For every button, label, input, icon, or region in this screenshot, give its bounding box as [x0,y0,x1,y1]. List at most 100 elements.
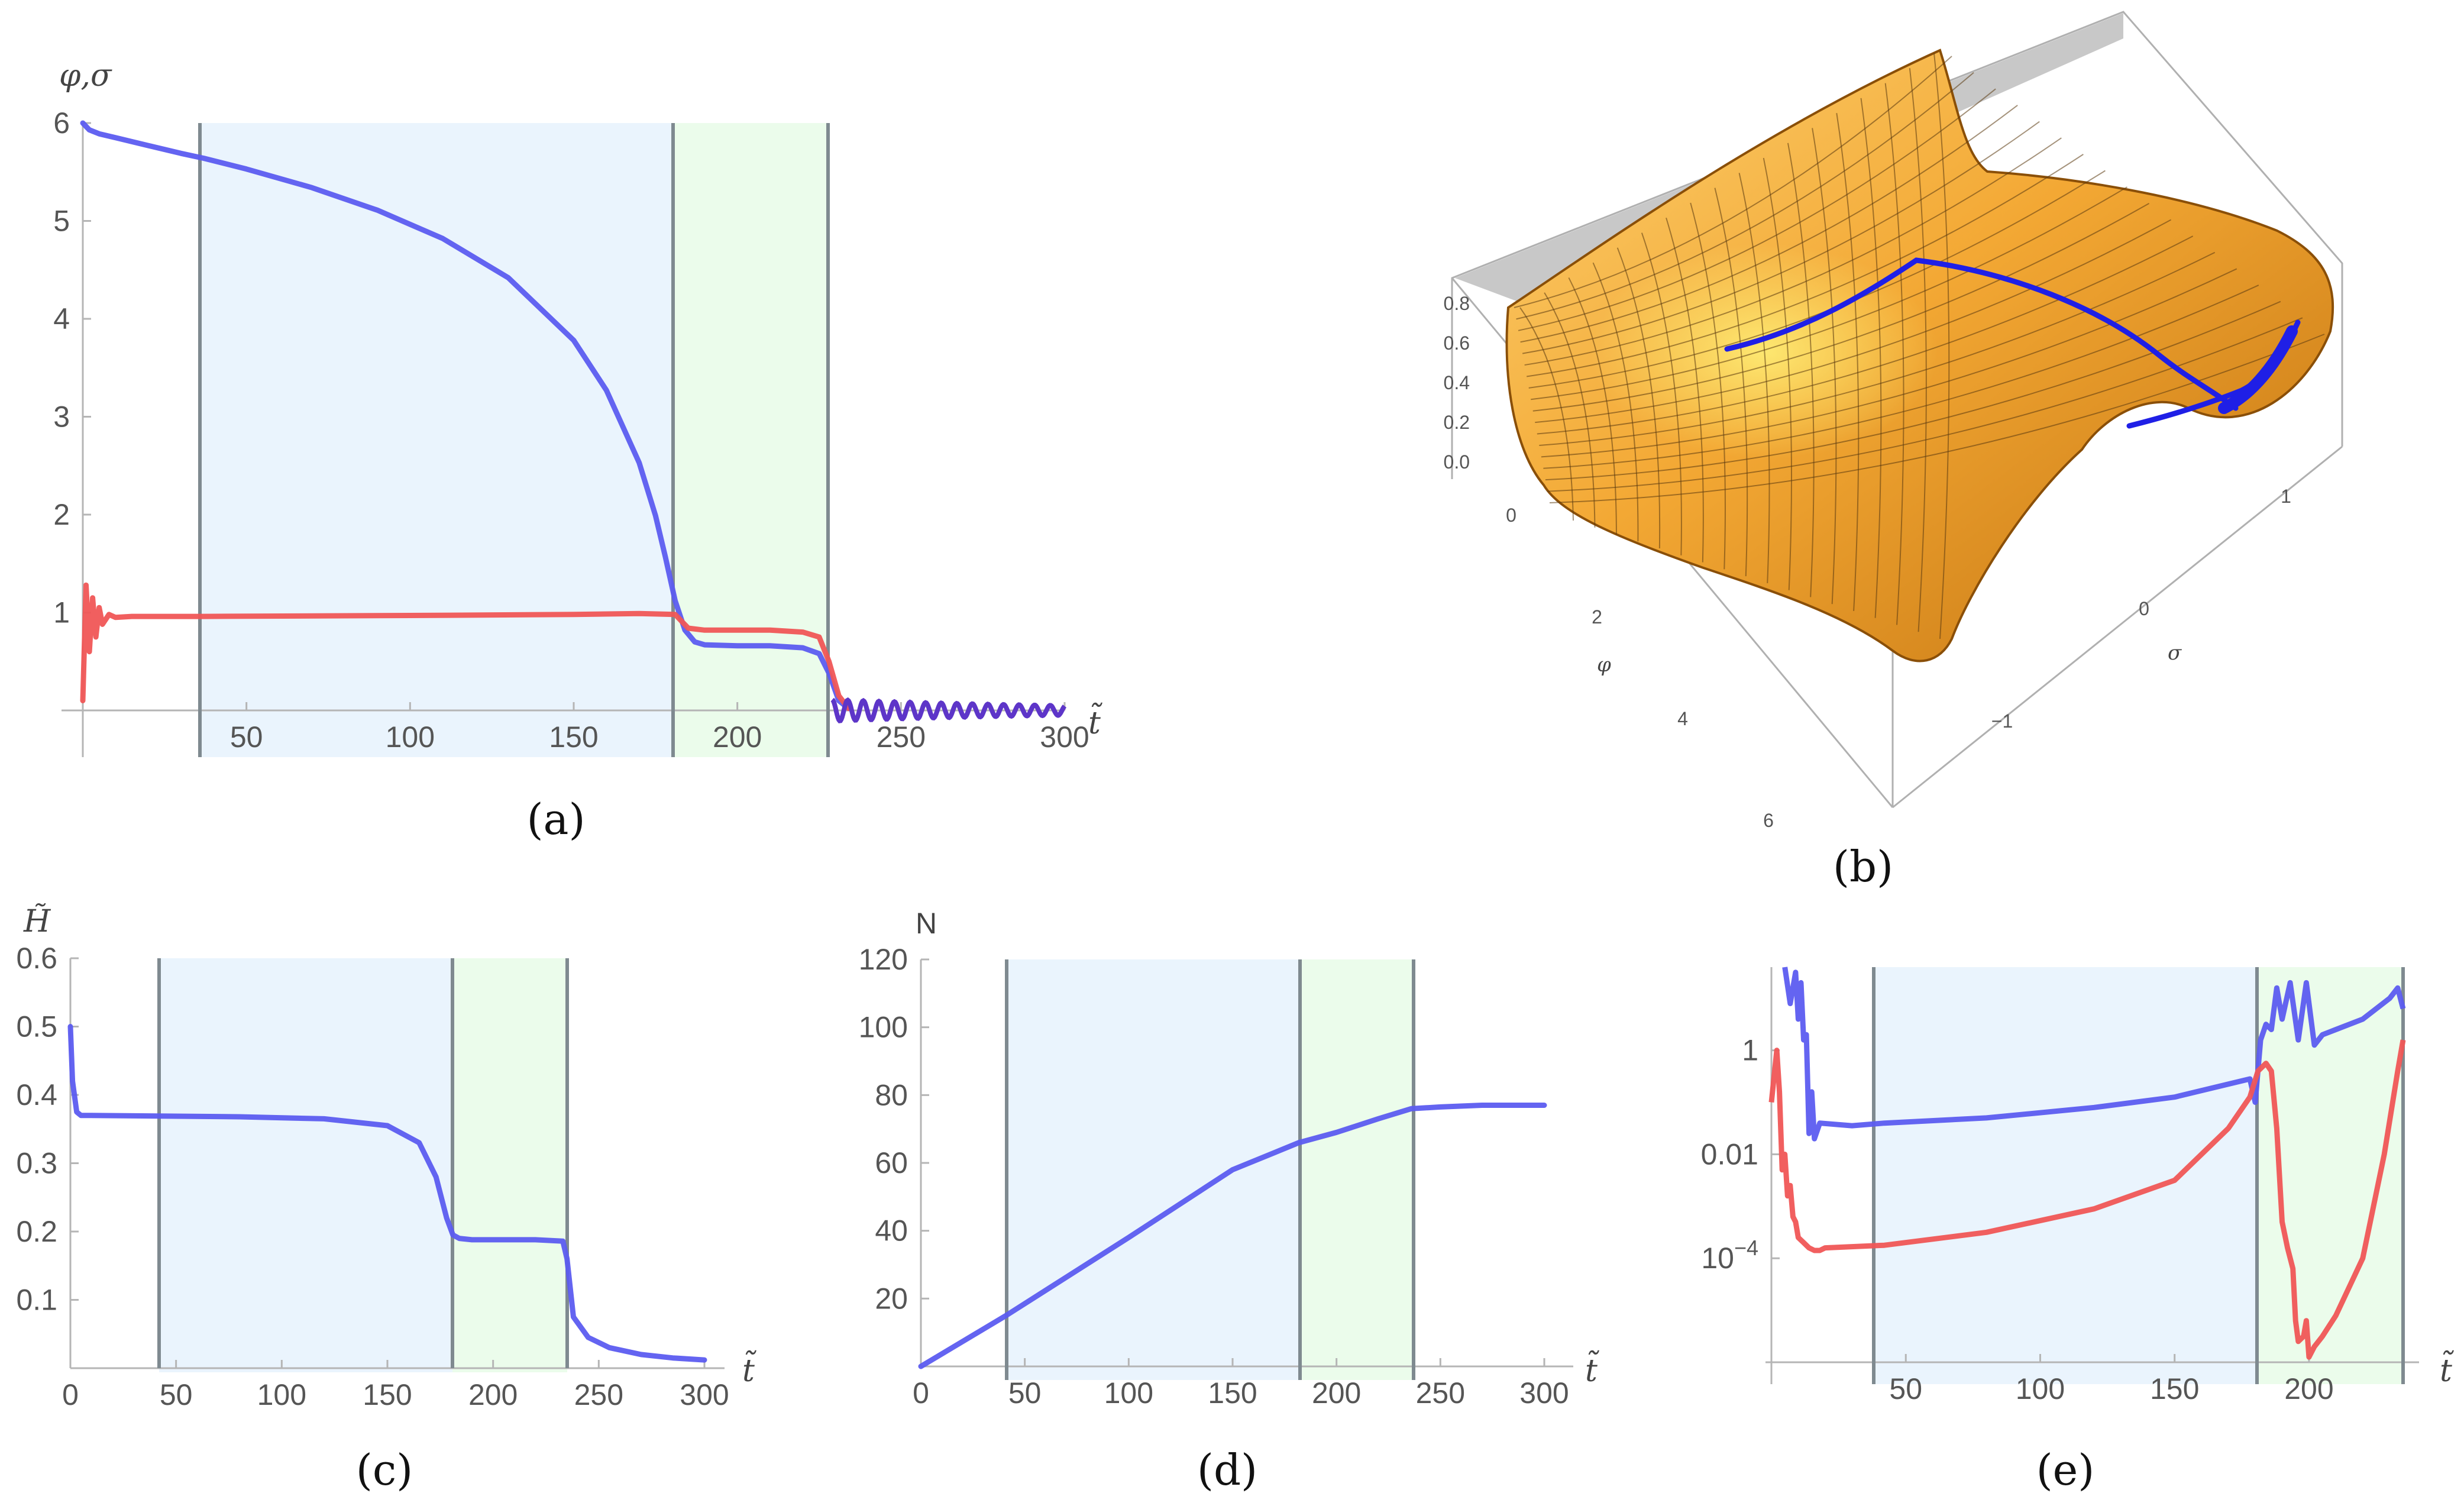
panel-e-ytick-label-0: 1 [1742,1034,1758,1067]
panel-e-series-1 [1768,1039,2406,1360]
panel-b-mesh-line-v-0 [1514,56,1952,308]
panel-d-region-2 [1300,959,1414,1380]
panel-c-caption: (c) [356,1445,413,1495]
panel-c-series-0 [67,1024,707,1363]
panel-d-xtick-label-1: 50 [1008,1376,1042,1410]
panel-b-mesh-line-u-6 [1666,217,1704,563]
panel-b-mesh [1514,53,2325,639]
panel-d-xtick-label-5: 250 [1416,1376,1465,1410]
panel-b-mesh-line-u-5 [1641,232,1682,555]
panel-d-xtick-label-0: 0 [913,1376,929,1410]
panel-b-mesh-line-u-9 [1738,173,1770,583]
panel-a-xlabel: t̃ [1088,702,1102,741]
panel-a-xtick-label-4: 250 [877,720,926,754]
panel-d-xtick-label-6: 300 [1519,1376,1569,1410]
panel-a-region-2 [673,123,828,757]
panel-a-xtick-label-0: 50 [230,720,263,754]
panel-d-ytick-label-4: 100 [859,1011,908,1044]
panel-a-xtick-label-5: 300 [1040,720,1089,754]
panel-b-mesh-line-v-16 [1547,317,2303,492]
panel-d-region-1 [1007,959,1300,1380]
panel-d-xtick-label-2: 100 [1104,1376,1153,1410]
panel-a-ytick-label-3: 4 [53,302,70,335]
panel-b-mesh-line-v-15 [1545,300,2281,481]
panel-c-ytick-label-4: 0.5 [16,1010,57,1043]
panel-b-mesh-line-v-8 [1531,186,2127,400]
panel-a-caption: (a) [526,794,585,844]
panel-c-region-2 [452,958,567,1372]
panel-d-xtick-label-3: 150 [1208,1376,1257,1410]
panel-b-mesh-line-u-16 [1909,68,1927,632]
panel-a-xtick-label-2: 150 [549,720,598,754]
panel-e-xtick-label-3: 200 [2284,1372,2333,1405]
panel-c-ylabel: H̃ [23,903,51,939]
panel-c-xtick-label-2: 100 [257,1378,306,1411]
panel-b-mesh-line-u-14 [1860,98,1882,618]
panel-c-ytick-label-3: 0.4 [16,1078,57,1111]
panel-a-ytick-label-4: 5 [53,205,70,238]
panel-b-mesh-line-u-8 [1714,188,1748,577]
panel-b-ylabel: σ [2168,641,2182,665]
panel-d-ytick-label-2: 60 [875,1146,908,1179]
panel-a-ytick-label-0: 1 [53,596,70,629]
panel-b-mesh-line-v-1 [1516,72,1974,320]
panel-b-mesh-line-u-4 [1616,247,1661,549]
panel-b-trajectory-thick [2218,325,2298,414]
panel-d-ytick-label-5: 120 [859,943,908,976]
panel-c: H̃ t̃ 0 50 100 150 200 250 300 0.1 0.2 0.3 0.4 0.5 0… [16,903,756,1495]
panel-b-mesh-line-u-7 [1690,202,1726,570]
panel-c-xtick-label-1: 50 [160,1378,193,1411]
panel-b-mesh-line-v-12 [1539,251,2216,446]
panel-a: φ,σ t̃ 50 100 150 200 250 300 1 2 3 4 5 6 (a) [53,58,1102,844]
panel-b-caption: (b) [1833,842,1893,891]
panel-a-series-0 [80,120,852,712]
panel-e-ytick-label-2: 10−4 [1701,1236,1758,1275]
panel-b-ztick-label-2: 0.4 [1444,372,1470,393]
panel-c-ytick-label-1: 0.2 [16,1215,57,1248]
panel-b-ytick-label-0: 1 [2281,486,2291,507]
panel-b-xlabel: φ [1597,653,1611,677]
panel-b-mesh-line-v-2 [1518,88,1996,331]
panel-a-ytick-label-1: 2 [53,498,70,531]
panel-e-region-1 [1874,967,2257,1384]
panel-b-ytick-label-2: −1 [1991,710,2013,732]
panel-b-mesh-line-v-17 [1549,334,2325,503]
panel-b-ztick-label-0: 0.0 [1444,451,1470,473]
panel-d-caption: (d) [1197,1445,1257,1495]
panel-e-xlabel: t̃ [2440,1350,2454,1389]
panel-c-xtick-label-3: 150 [363,1378,412,1411]
panel-b: 0.0 0.2 0.4 0.6 0.8 0 2 4 6 1 0 −1 φ σ (b) [1444,11,2343,891]
panel-c-xtick-label-6: 300 [680,1378,729,1411]
panel-d-xlabel: t̃ [1585,1350,1599,1389]
panel-b-mesh-line-v-11 [1537,235,2194,435]
panel-d-xtick-label-4: 200 [1312,1376,1361,1410]
panel-a-ytick-label-5: 6 [53,106,70,140]
panel-b-xtick-label-0: 0 [1506,505,1516,526]
panel-e-xtick-label-1: 100 [2016,1372,2065,1405]
panel-c-xtick-label-0: 0 [62,1378,79,1411]
panel-b-mesh-line-u-10 [1763,157,1792,590]
panel-b-mesh-line-v-9 [1532,202,2150,412]
panel-a-xtick-label-3: 200 [713,720,762,754]
panel-e-ytick-label-1: 0.01 [1701,1137,1758,1171]
panel-d: N t̃ 0 50 100 150 200 250 300 20 40 60 80 100 120 (d… [859,907,1600,1495]
panel-b-mesh-line-v-6 [1527,154,2084,377]
panel-c-xlabel: t̃ [742,1350,756,1389]
panel-d-series-0 [918,1103,1547,1369]
panel-b-mesh-line-v-10 [1535,219,2172,424]
panel-a-xtick-label-1: 100 [386,720,435,754]
panel-b-xtick-label-3: 6 [1763,810,1774,831]
panel-e-xtick-label-2: 150 [2150,1372,2199,1405]
panel-b-mesh-line-u-13 [1836,113,1860,611]
panel-b-mesh-line-v-14 [1543,285,2259,469]
panel-b-xtick-label-1: 2 [1592,606,1602,628]
panel-b-xtick-label-2: 4 [1677,708,1688,729]
panel-c-xtick-label-5: 250 [574,1378,623,1411]
panel-b-mesh-line-u-15 [1884,83,1904,625]
panel-b-ztick-label-4: 0.8 [1444,293,1470,314]
panel-c-region-1 [159,958,452,1372]
panel-b-ztick-label-1: 0.2 [1444,412,1470,433]
panel-a-ytick-label-2: 3 [53,400,70,434]
panel-d-ytick-label-3: 80 [875,1078,908,1111]
